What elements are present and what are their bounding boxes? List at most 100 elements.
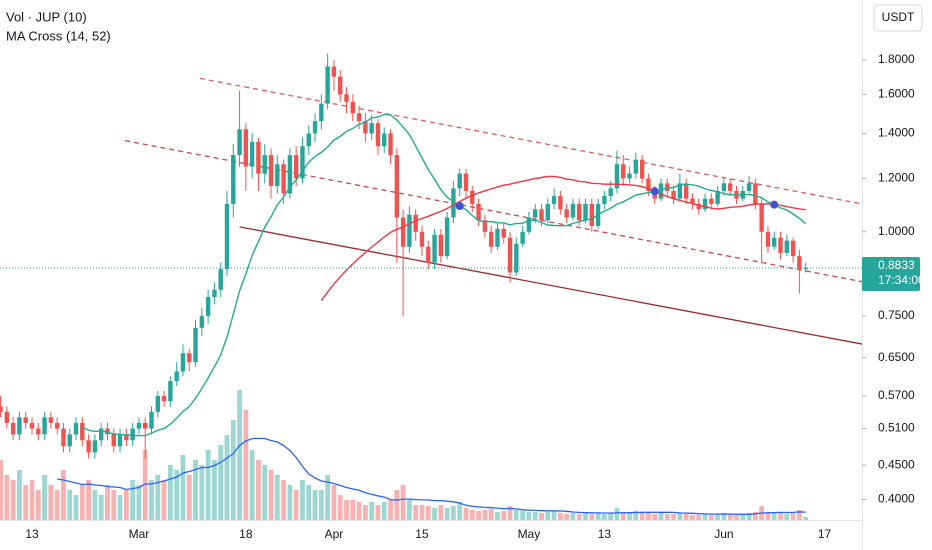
candle-body bbox=[690, 198, 695, 204]
candle-body bbox=[772, 237, 777, 247]
candle-body bbox=[545, 203, 550, 221]
volume-bar bbox=[0, 460, 3, 520]
candle-body bbox=[187, 353, 192, 363]
y-tick-label: 0.4500 bbox=[878, 457, 915, 471]
volume-bar bbox=[293, 490, 299, 520]
volume-bar bbox=[570, 513, 576, 520]
volume-bar bbox=[646, 513, 651, 520]
volume-bar bbox=[29, 480, 35, 520]
candle-body bbox=[488, 231, 494, 247]
candle-body bbox=[199, 315, 205, 328]
candle-body bbox=[249, 141, 255, 167]
candle-body bbox=[111, 434, 116, 447]
candle-body bbox=[558, 196, 563, 210]
volume-bar bbox=[740, 514, 746, 520]
candle-body bbox=[161, 396, 167, 402]
candle-body bbox=[583, 203, 588, 221]
candle-body bbox=[168, 381, 173, 402]
candle-body bbox=[526, 217, 532, 232]
candle-body bbox=[790, 240, 796, 257]
volume-bar bbox=[54, 490, 60, 520]
candle-body bbox=[727, 183, 733, 191]
candle-body bbox=[375, 123, 381, 147]
candle-body bbox=[388, 133, 393, 156]
volume-bar bbox=[696, 515, 702, 520]
volume-bar bbox=[394, 490, 400, 520]
candle-body bbox=[759, 203, 764, 232]
volume-bar bbox=[17, 470, 22, 520]
candle-body bbox=[281, 164, 286, 194]
volume-bar bbox=[92, 490, 98, 520]
candle-body bbox=[677, 183, 683, 199]
volume-bar bbox=[10, 480, 16, 520]
volume-bar bbox=[149, 480, 154, 520]
candle-body bbox=[369, 123, 374, 134]
x-tick-label: 17 bbox=[818, 527, 832, 541]
candle-body bbox=[331, 66, 337, 77]
candle-body bbox=[551, 196, 557, 204]
volume-bar bbox=[425, 506, 431, 520]
candle-body bbox=[205, 296, 211, 316]
candle-body bbox=[432, 234, 437, 263]
candle-body bbox=[212, 289, 217, 297]
volume-bar bbox=[564, 514, 570, 520]
candle-body bbox=[463, 173, 469, 191]
volume-bar bbox=[715, 514, 721, 520]
volume-bar bbox=[507, 506, 513, 520]
volume-bar bbox=[136, 485, 142, 520]
candle-body bbox=[621, 164, 626, 179]
volume-bar bbox=[268, 470, 274, 520]
volume-bar bbox=[381, 502, 387, 520]
candle-body bbox=[237, 129, 242, 156]
currency-box[interactable] bbox=[873, 4, 923, 32]
volume-bar bbox=[67, 490, 73, 520]
volume-bar bbox=[746, 513, 752, 520]
candle-body bbox=[400, 217, 406, 247]
x-tick-label: 18 bbox=[239, 527, 253, 541]
volume-bar bbox=[344, 500, 349, 520]
y-tick-label: 1.8000 bbox=[878, 52, 915, 66]
last-price-label: 0.8833 bbox=[878, 258, 915, 272]
candle-body bbox=[520, 231, 525, 244]
candle-body bbox=[797, 256, 802, 270]
candle-body bbox=[23, 417, 28, 423]
candle-body bbox=[394, 155, 400, 218]
volume-bar bbox=[117, 495, 123, 520]
volume-bar bbox=[388, 500, 393, 520]
candle-body bbox=[312, 121, 318, 134]
volume-bar bbox=[48, 485, 54, 520]
volume-bar bbox=[111, 490, 117, 520]
candle-body bbox=[256, 141, 261, 174]
volume-bar bbox=[463, 508, 469, 520]
candle-body bbox=[80, 422, 85, 441]
candle-body bbox=[702, 198, 708, 210]
volume-bar bbox=[105, 485, 110, 520]
candle-body bbox=[577, 203, 582, 221]
volume-bar bbox=[620, 512, 626, 520]
candle-body bbox=[287, 155, 293, 194]
candle-body bbox=[778, 237, 783, 253]
candle-body bbox=[614, 164, 620, 189]
volume-bar bbox=[526, 512, 532, 520]
candle-body bbox=[633, 159, 639, 174]
candle-body bbox=[231, 155, 236, 204]
candle-body bbox=[419, 231, 425, 247]
candle-body bbox=[42, 417, 47, 435]
volume-bar bbox=[325, 475, 331, 520]
x-tick-label: 13 bbox=[598, 527, 612, 541]
volume-bar bbox=[161, 480, 167, 520]
candle-body bbox=[444, 217, 450, 257]
candle-body bbox=[344, 94, 349, 102]
candle-body bbox=[709, 198, 714, 204]
candle-body bbox=[382, 133, 387, 147]
volume-bar bbox=[243, 410, 249, 520]
y-tick-label: 0.7500 bbox=[878, 308, 915, 322]
candle-body bbox=[224, 203, 230, 270]
volume-bar bbox=[167, 465, 173, 520]
candle-body bbox=[627, 173, 632, 179]
volume-bar bbox=[576, 514, 582, 520]
candle-body bbox=[143, 422, 148, 429]
indicator-label: MA Cross (14, 52) bbox=[6, 28, 111, 43]
y-tick-label: 1.4000 bbox=[878, 126, 915, 140]
